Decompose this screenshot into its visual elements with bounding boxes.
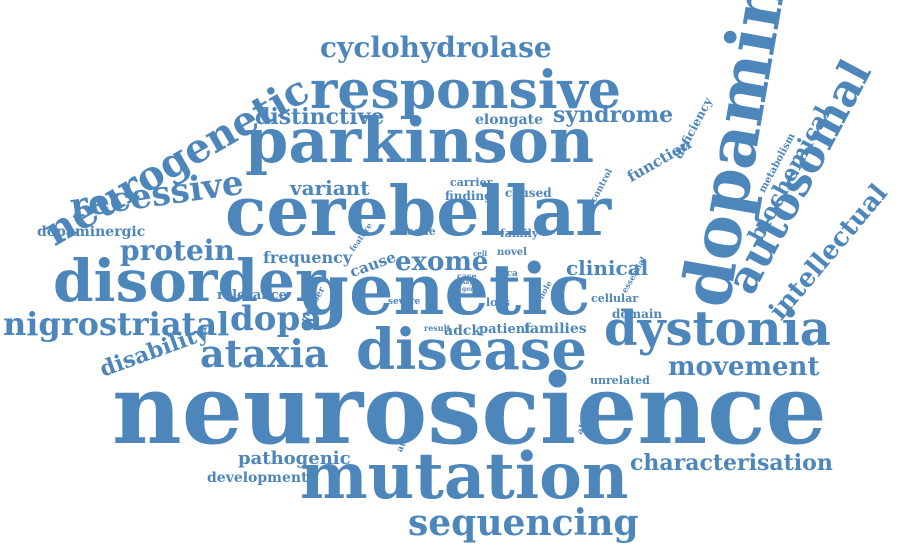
word-disease: disease <box>356 317 588 383</box>
word-exome: exome <box>395 247 489 277</box>
word-mutation: mutation <box>300 439 629 514</box>
word-dopaminergic: dopaminergic <box>37 224 146 240</box>
word-syndrome: syndrome <box>553 102 674 128</box>
word-genetic: genetic <box>300 248 591 331</box>
word-families: families <box>524 321 587 337</box>
word-patient: patient <box>479 322 532 337</box>
word-ataxia: ataxia <box>200 331 329 376</box>
word-pathogenic: pathogenic <box>238 448 351 469</box>
word-says: says <box>462 279 477 286</box>
word-severe: severe <box>388 297 421 307</box>
word-carrier: carrier <box>450 176 493 189</box>
word-frequency: frequency <box>263 248 353 267</box>
word-result: result <box>424 323 451 333</box>
word-responsive: responsive <box>310 60 621 121</box>
word-dopa: dopa <box>230 299 323 339</box>
word-clinical: clinical <box>566 256 649 280</box>
word-parkinson: parkinson <box>245 104 595 177</box>
word-adck: adck <box>444 323 482 339</box>
word-family: family <box>500 227 539 240</box>
word-neuroscience: neuroscience <box>112 353 827 466</box>
word-cell: cell <box>473 249 488 258</box>
word-domain: domain <box>612 307 663 321</box>
word-distinctive: distinctive <box>255 104 385 130</box>
word-case: case <box>457 271 477 281</box>
word-novel: novel <box>497 247 527 258</box>
word-finding: finding <box>445 189 493 203</box>
word-cerebellar: cerebellar <box>225 172 612 252</box>
word-caused: caused <box>505 186 552 200</box>
word-disorder: disorder <box>53 247 326 315</box>
word-nigrostriatal: nigrostriatal <box>3 305 230 343</box>
word-sequencing: sequencing <box>408 502 639 544</box>
word-cyclohydrolase: cyclohydrolase <box>320 31 552 64</box>
word-protein: protein <box>120 234 235 267</box>
word-arca: arca <box>496 269 518 279</box>
word-development: development <box>207 470 308 486</box>
word-relevance: relevance <box>217 288 287 303</box>
word-elongate: elongate <box>475 112 543 128</box>
word-cellular: cellular <box>591 292 639 305</box>
word-gene: gene <box>462 286 479 293</box>
word-loss: loss <box>486 296 510 309</box>
word-variant: variant <box>290 176 370 200</box>
word-unrelated: unrelated <box>590 374 650 387</box>
word-encode: encode <box>392 225 436 238</box>
word-dystonia: dystonia <box>604 301 831 357</box>
word-movement: movement <box>668 352 820 382</box>
word-characterisation: characterisation <box>630 450 833 476</box>
